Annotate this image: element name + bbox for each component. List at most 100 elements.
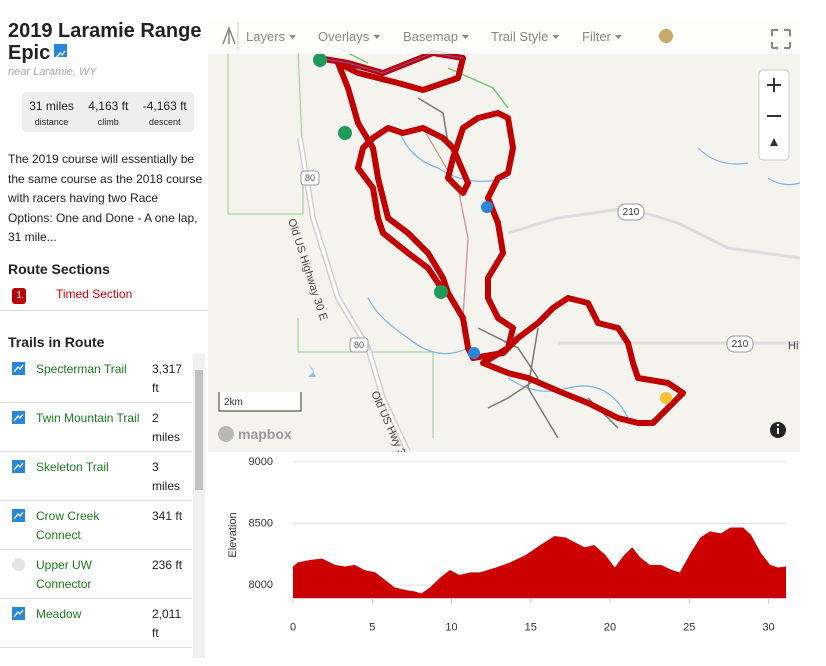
divider (0, 310, 208, 311)
elevation-area (293, 527, 786, 599)
restroom-marker[interactable] (313, 53, 327, 67)
sidebar: 2019 Laramie Range Epic near Laramie, WY… (0, 0, 208, 666)
y-tick-label: 8500 (249, 517, 273, 529)
toolbar (208, 18, 800, 54)
trail-icon (12, 509, 25, 522)
toolbar-icon[interactable] (222, 25, 236, 45)
scroll-thumb[interactable] (195, 370, 203, 490)
toolbar-menu[interactable]: Trail Style (491, 29, 548, 44)
dropdown-caret (373, 35, 381, 39)
trail-icon (54, 44, 68, 59)
road-shield (617, 203, 645, 221)
parking-marker[interactable] (481, 201, 493, 213)
stat: 4,163 ft climb (88, 92, 128, 132)
trail-icon (12, 558, 25, 571)
location: near Laramie, WY (8, 66, 97, 78)
trail-row[interactable]: Upper UW Connector 236 ft (0, 550, 192, 599)
toolbar-menu[interactable]: Layers (246, 29, 286, 44)
zoom-in[interactable] (767, 78, 781, 92)
restroom-marker[interactable] (434, 285, 448, 299)
toolbar-icon[interactable] (659, 29, 673, 43)
road-label: 80 (354, 340, 364, 350)
section-number: 1 (12, 288, 26, 304)
trail-icon (12, 362, 25, 375)
trail-row[interactable]: Crow Creek Connect 341 ft (0, 501, 192, 550)
fullscreen-button[interactable] (771, 29, 791, 49)
scale-bar (218, 392, 302, 412)
trail-line (417, 97, 619, 439)
y-tick-label: 9000 (249, 456, 273, 468)
scale-label: 2km (224, 397, 243, 408)
stat: 31 miles distance (29, 92, 74, 132)
road-shield (349, 337, 369, 353)
trail-name[interactable]: Skeleton Trail (36, 460, 109, 474)
road-label: 210 (732, 339, 749, 350)
trail-list: Specterman Trail 3,317 ft Twin Mountain Tr… (0, 354, 192, 648)
trail-length: 3 miles (152, 460, 181, 493)
stat-label: distance (34, 117, 69, 127)
trail-icon (12, 607, 25, 620)
trail-line (422, 127, 469, 319)
trail-length: 236 ft (152, 558, 183, 572)
restroom-marker[interactable] (338, 126, 352, 140)
dropdown-caret (289, 35, 297, 39)
toolbar-menu[interactable]: Overlays (318, 29, 370, 44)
stream (367, 127, 800, 419)
road-shield (300, 170, 320, 186)
route[interactable] (317, 50, 686, 426)
attribution[interactable]: mapbox (238, 426, 292, 442)
lake (308, 363, 316, 377)
section-heading: Trails in Route (8, 334, 105, 350)
x-tick-label: 5 (369, 621, 375, 633)
trail-row[interactable]: Meadow 2,011 ft (0, 599, 192, 648)
road-shield (726, 335, 754, 353)
trail-length: 341 ft (152, 509, 183, 523)
trail-icon (12, 460, 25, 473)
road-label: 80 (305, 173, 315, 183)
stat: -4,163 ft descent (143, 92, 187, 132)
compass[interactable] (770, 138, 778, 146)
title-text: 2019 Laramie Range Epic (8, 20, 202, 64)
start-marker[interactable] (660, 392, 672, 404)
dropdown-caret (552, 35, 560, 39)
dropdown-caret (614, 35, 622, 39)
trail-icon (12, 411, 25, 424)
toolbar-menu[interactable]: Filter (582, 29, 612, 44)
trail-length: 3,317 ft (152, 362, 183, 395)
x-tick-label: 0 (290, 621, 296, 633)
elevation-chart: Elevation 8000 8500 9000 0 5 10 15 20 25 30 (227, 456, 786, 633)
trail-length: 2,011 ft (152, 607, 182, 640)
road-label: 210 (623, 207, 640, 218)
x-tick-label: 10 (445, 621, 457, 633)
trail-name[interactable]: Specterman Trail (36, 362, 127, 376)
parking-marker[interactable] (468, 347, 480, 359)
map[interactable]: 210 210 80 80 Old US Highway 30 E Old US… (208, 18, 800, 452)
description: The 2019 course will essentially be the … (8, 152, 203, 244)
x-tick-label: 15 (525, 621, 537, 633)
section-name[interactable]: Timed Section (56, 287, 133, 301)
trail-row[interactable]: Skeleton Trail 3 miles (0, 452, 192, 501)
trail-row[interactable]: Twin Mountain Trail 2 miles (0, 403, 192, 452)
route-section[interactable]: 1 Timed Section (12, 287, 132, 304)
y-axis-title: Elevation (227, 512, 239, 557)
park-boundary (227, 47, 304, 215)
trail-title: 2019 Laramie Range Epic (8, 20, 208, 64)
trail-length: 2 miles (152, 411, 181, 444)
trail-row[interactable]: Specterman Trail 3,317 ft (0, 354, 192, 403)
trail-name[interactable]: Upper UW Connector (36, 558, 93, 591)
trail-name[interactable]: Crow Creek Connect (36, 509, 100, 542)
trail-name[interactable]: Twin Mountain Trail (36, 411, 140, 425)
info-glyph (776, 423, 780, 427)
trail-name[interactable]: Meadow (36, 607, 82, 621)
scrollbar[interactable] (193, 354, 205, 658)
road-label: Hi (788, 340, 798, 352)
x-tick-label: 20 (604, 621, 616, 633)
road (507, 206, 800, 260)
y-tick-label: 8000 (249, 579, 273, 591)
section-heading: Route Sections (8, 261, 110, 277)
toolbar-menu[interactable]: Basemap (403, 29, 458, 44)
stat-label: descent (148, 117, 181, 127)
highway (298, 137, 410, 452)
stats: 31 miles distance 4,163 ft climb -4,163 ft de… (22, 92, 194, 132)
